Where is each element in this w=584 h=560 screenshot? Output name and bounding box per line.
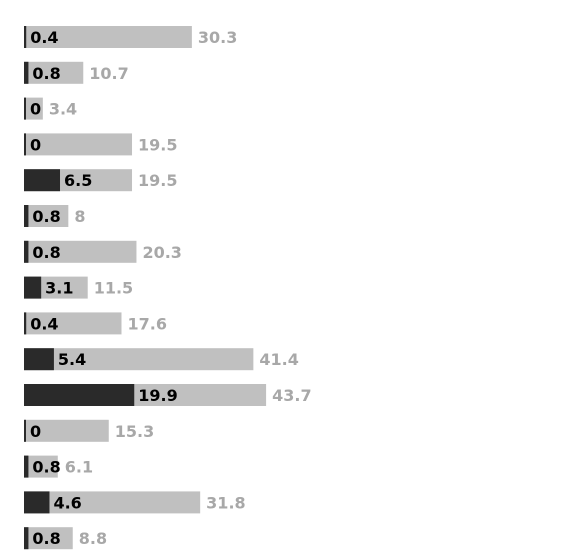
bar-light	[24, 455, 58, 478]
data-label-dark: 6.5	[64, 171, 92, 190]
bar-light	[24, 97, 43, 120]
bar-dark	[24, 133, 26, 156]
data-label-light: 8.8	[79, 529, 107, 548]
data-label-dark: 0.8	[32, 64, 60, 83]
data-label-dark: 0	[30, 100, 41, 119]
bar-light	[24, 133, 133, 156]
bar-dark	[24, 455, 29, 478]
bar-dark	[24, 169, 61, 192]
bar-light	[24, 312, 122, 335]
bar-dark	[24, 240, 29, 263]
bar-light	[24, 26, 192, 48]
data-label-light: 41.4	[259, 350, 298, 369]
data-label-light: 17.6	[128, 314, 167, 333]
data-label-light: 10.7	[89, 64, 128, 83]
data-label-dark: 0	[30, 135, 41, 154]
data-label-light: 43.7	[272, 386, 311, 405]
data-label-dark: 4.6	[53, 493, 81, 512]
bar-dark	[24, 276, 42, 299]
data-label-light: 19.5	[138, 171, 177, 190]
data-label-dark: 0	[30, 422, 41, 441]
data-label-dark: 3.1	[45, 279, 73, 298]
bar-dark	[24, 97, 26, 120]
data-label-light: 19.5	[138, 135, 177, 154]
bar-light	[24, 348, 254, 371]
data-label-dark: 0.4	[30, 28, 58, 47]
bar-dark	[24, 527, 29, 550]
data-label-light: 8	[74, 207, 85, 226]
bar-dark	[24, 312, 27, 335]
data-label-light: 31.8	[206, 493, 245, 512]
bar-dark	[24, 348, 54, 371]
data-label-dark: 5.4	[58, 350, 86, 369]
bar-light	[24, 527, 73, 550]
bar-light	[24, 491, 201, 514]
bar-light	[24, 205, 69, 227]
bar-light	[24, 240, 137, 263]
data-label-dark: 19.9	[138, 386, 177, 405]
data-label-dark: 0.4	[30, 314, 58, 333]
data-label-light: 30.3	[198, 28, 237, 47]
bar-dark	[24, 26, 27, 48]
bar-dark	[24, 491, 50, 514]
bar-light	[24, 419, 109, 442]
data-label-light: 11.5	[94, 279, 133, 298]
bar-light	[24, 61, 84, 84]
bar-dark	[24, 205, 29, 227]
data-label-light: 20.3	[142, 243, 181, 262]
data-label-light: 3.4	[49, 100, 77, 119]
data-label-dark: 0.8	[32, 207, 60, 226]
data-label-dark: 0.8	[32, 243, 60, 262]
bar-dark	[24, 384, 135, 406]
data-label-light: 15.3	[115, 422, 154, 441]
bar-dark	[24, 419, 26, 442]
data-label-dark: 0.8	[32, 529, 60, 548]
data-label-light: 6.1	[65, 458, 93, 477]
bar-dark	[24, 61, 29, 84]
data-label-dark: 0.8	[32, 458, 60, 477]
